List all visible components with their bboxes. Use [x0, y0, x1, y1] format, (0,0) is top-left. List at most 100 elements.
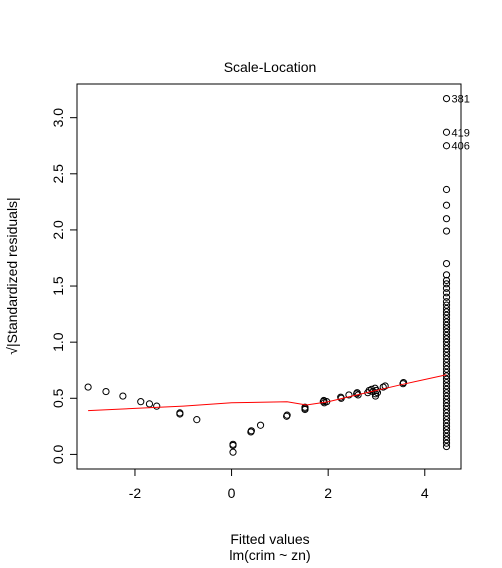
data-point	[442, 422, 451, 430]
y-tick-label: 1.5	[50, 276, 66, 296]
y-axis: 0.0 0.5 1.0 1.5 2.0 2.5 3.0	[50, 108, 78, 464]
data-point	[442, 338, 451, 346]
data-point	[442, 432, 451, 441]
data-point	[442, 308, 451, 316]
data-point	[442, 318, 451, 326]
data-point	[442, 325, 451, 333]
data-point	[301, 405, 309, 414]
smoother-line	[88, 374, 447, 412]
data-point	[102, 387, 110, 396]
chart-title: Scale-Location	[224, 59, 317, 75]
data-point	[442, 419, 451, 427]
data-point	[442, 128, 451, 136]
x-axis: -2 0 2 4	[129, 468, 429, 501]
data-point	[442, 335, 451, 343]
data-point	[442, 331, 451, 340]
data-point	[153, 402, 161, 410]
data-point	[442, 345, 451, 353]
smoother-layer	[88, 374, 447, 412]
data-point	[442, 304, 451, 313]
data-point	[442, 436, 451, 444]
x-axis-label: Fitted values	[230, 531, 309, 547]
data-point	[442, 259, 451, 268]
point-label: 406	[452, 141, 470, 153]
y-axis-label: √|Standardized residuals|	[4, 197, 20, 354]
data-point	[442, 416, 451, 424]
data-point	[442, 142, 451, 150]
point-label: 381	[452, 94, 470, 106]
data-point	[442, 365, 451, 373]
data-point	[442, 409, 451, 417]
data-point	[145, 400, 154, 408]
data-point	[119, 392, 127, 400]
data-point	[442, 402, 451, 410]
data-point	[442, 412, 451, 420]
y-tick-label: 2.0	[50, 220, 66, 240]
data-point	[442, 201, 451, 209]
data-point	[442, 311, 451, 319]
data-point	[442, 321, 451, 329]
data-point	[442, 389, 451, 397]
data-point	[229, 441, 237, 450]
data-point	[442, 352, 451, 360]
data-point	[84, 383, 92, 391]
model-subtitle: lm(crim ~ zn)	[229, 547, 310, 563]
data-point	[256, 421, 265, 429]
data-point	[442, 271, 451, 279]
data-point	[442, 378, 451, 387]
data-points	[84, 94, 451, 456]
data-point	[442, 341, 451, 350]
data-point	[442, 358, 451, 366]
data-point	[442, 328, 451, 336]
x-tick-label: 0	[228, 485, 236, 501]
data-point	[373, 389, 382, 397]
data-point	[442, 426, 451, 434]
data-point	[442, 375, 451, 383]
data-point	[247, 428, 255, 436]
data-point	[137, 398, 145, 406]
data-point	[442, 276, 451, 285]
data-point	[442, 284, 451, 292]
data-point	[442, 289, 451, 297]
data-point	[442, 94, 451, 103]
data-point	[381, 382, 389, 390]
data-point	[442, 185, 451, 194]
data-point	[442, 439, 451, 447]
x-tick-label: 4	[421, 485, 429, 501]
data-point	[442, 392, 451, 400]
data-point	[442, 298, 451, 306]
data-point	[442, 442, 451, 451]
data-point	[283, 412, 291, 420]
data-point	[442, 301, 451, 309]
data-point	[176, 410, 184, 418]
x-tick-label: -2	[129, 485, 142, 501]
data-point	[442, 355, 451, 363]
y-tick-label: 3.0	[50, 108, 66, 128]
data-point	[442, 405, 451, 414]
plot-frame	[76, 83, 462, 470]
data-point	[442, 382, 451, 390]
data-point	[442, 348, 451, 356]
data-point	[442, 399, 451, 407]
data-point	[442, 429, 451, 437]
data-point	[442, 280, 451, 288]
data-point	[442, 293, 451, 301]
data-point	[193, 416, 201, 424]
data-point	[442, 385, 451, 393]
point-label: 419	[452, 127, 470, 139]
data-point	[442, 362, 451, 370]
data-point	[442, 314, 451, 323]
y-tick-label: 0.0	[50, 444, 66, 464]
y-tick-label: 0.5	[50, 388, 66, 408]
y-tick-label: 2.5	[50, 164, 66, 184]
y-tick-label: 1.0	[50, 332, 66, 352]
data-point	[442, 395, 451, 404]
data-point	[229, 448, 237, 456]
x-tick-label: 2	[324, 485, 332, 501]
data-point	[442, 227, 451, 235]
data-point	[442, 368, 451, 377]
data-point	[345, 391, 353, 399]
data-point	[399, 378, 408, 387]
